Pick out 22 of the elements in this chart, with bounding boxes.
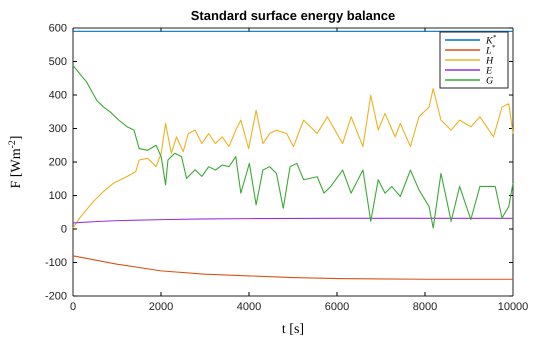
x-axis-title: t [s] — [282, 322, 304, 337]
x-tick-label: 0 — [70, 300, 76, 313]
line-series — [72, 255, 514, 280]
chart-title: Standard surface energy balance — [190, 8, 396, 23]
x-tick-label: 2000 — [148, 300, 174, 313]
y-tick-label: -200 — [44, 290, 67, 303]
legend-label: E — [485, 66, 492, 76]
y-tick-label: 500 — [48, 56, 67, 68]
x-tick-label: 4000 — [236, 300, 262, 313]
x-tick-label: 6000 — [324, 300, 350, 313]
legend-label: L$^{*}$ — [485, 44, 496, 56]
y-tick-label: 600 — [48, 22, 67, 35]
legend-label: G — [486, 76, 494, 86]
y-tick-label: 0 — [60, 224, 67, 236]
y-tick-label: 100 — [48, 190, 67, 202]
y-tick-label: 300 — [48, 123, 67, 136]
x-tick-label: 8000 — [412, 300, 438, 313]
y-tick-label: 400 — [48, 90, 67, 102]
x-tick-label: 10000 — [498, 300, 528, 313]
legend-label: H — [485, 56, 494, 66]
y-tick-label: 200 — [48, 156, 67, 169]
y-tick-label: -100 — [44, 257, 67, 270]
